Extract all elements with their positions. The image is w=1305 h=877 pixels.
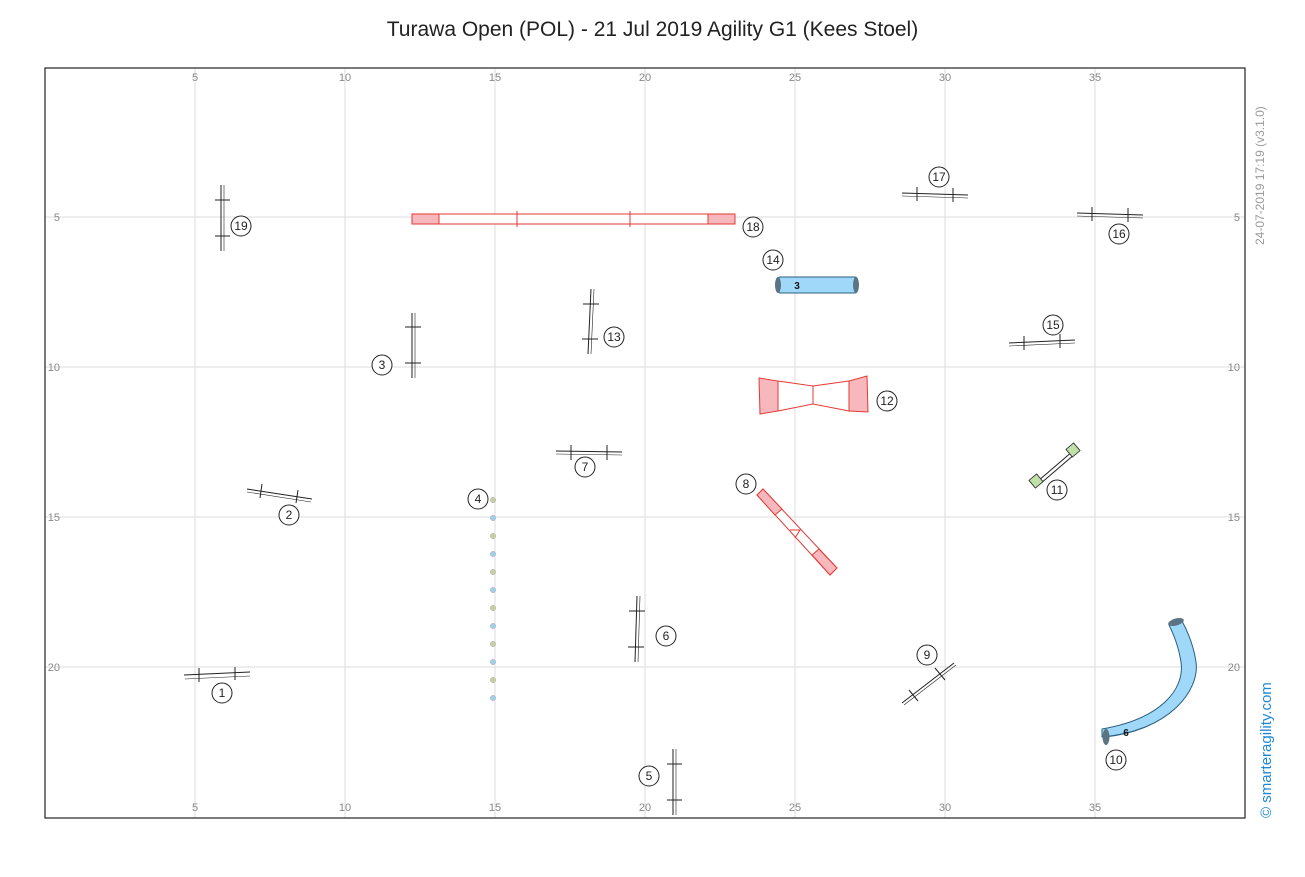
x-tick: 5 xyxy=(192,72,198,84)
y-tick: 5 xyxy=(54,212,60,224)
number-label: 11 xyxy=(1051,483,1064,497)
x-tick: 30 xyxy=(939,72,951,84)
number-label: 1 xyxy=(219,686,226,700)
x-tick: 20 xyxy=(639,72,651,84)
x-tick: 25 xyxy=(789,802,801,814)
number-marker-15: 15 xyxy=(1042,314,1064,336)
x-tick: 15 xyxy=(489,802,501,814)
timestamp-version: 24-07-2019 17:19 (v3.1.0) xyxy=(1253,106,1267,245)
y-tick: 15 xyxy=(48,512,60,524)
number-marker-11: 11 xyxy=(1046,479,1068,501)
grid xyxy=(45,68,1245,818)
number-marker-19: 19 xyxy=(230,215,252,237)
y-tick: 15 xyxy=(1228,512,1240,524)
number-marker-18: 18 xyxy=(742,216,764,238)
number-marker-14: 14 xyxy=(762,249,784,271)
number-label: 12 xyxy=(880,394,894,408)
x-tick: 5 xyxy=(192,802,198,814)
x-ticks-top: 5 10 15 20 25 30 35 xyxy=(192,72,1101,84)
number-label: 2 xyxy=(286,508,293,522)
y-tick: 5 xyxy=(1234,212,1240,224)
number-marker-10: 10 xyxy=(1105,749,1127,771)
number-label: 3 xyxy=(379,358,386,372)
x-tick: 10 xyxy=(339,802,351,814)
tunnel-length-label: 3 xyxy=(794,281,800,292)
seesaw-8 xyxy=(756,488,838,576)
jump-19 xyxy=(215,185,230,251)
jump-13 xyxy=(582,288,599,355)
jump-16 xyxy=(1076,207,1144,222)
jump-1 xyxy=(183,667,251,682)
tire-11 xyxy=(1028,442,1081,489)
number-label: 14 xyxy=(766,253,780,267)
jump-5 xyxy=(667,749,682,815)
number-label: 8 xyxy=(743,477,750,491)
x-tick: 20 xyxy=(639,802,651,814)
number-label: 7 xyxy=(582,460,589,474)
number-label: 18 xyxy=(746,220,760,234)
jump-15 xyxy=(1008,334,1076,350)
tunnel-straight-14: 3 xyxy=(775,276,859,294)
x-tick: 30 xyxy=(939,802,951,814)
x-tick: 25 xyxy=(789,72,801,84)
x-tick: 35 xyxy=(1089,72,1101,84)
y-tick: 20 xyxy=(1228,662,1240,674)
x-tick: 15 xyxy=(489,72,501,84)
y-ticks-left: 5 10 15 20 xyxy=(48,212,60,674)
jump-9 xyxy=(901,662,957,706)
weave-poles-4 xyxy=(490,497,496,701)
course-title: Turawa Open (POL) - 21 Jul 2019 Agility … xyxy=(386,18,919,41)
a-frame-12 xyxy=(758,375,869,415)
tunnel-length-label: 6 xyxy=(1123,728,1129,739)
number-marker-13: 13 xyxy=(603,326,625,348)
y-tick: 20 xyxy=(48,662,60,674)
tunnel-curved-10: 6 xyxy=(1101,618,1197,745)
number-marker-9: 9 xyxy=(916,644,938,666)
number-label: 15 xyxy=(1046,318,1060,332)
jump-2 xyxy=(246,483,313,504)
number-marker-3: 3 xyxy=(371,354,393,376)
number-marker-12: 12 xyxy=(876,390,898,412)
number-marker-7: 7 xyxy=(574,456,596,478)
number-label: 9 xyxy=(924,648,931,662)
number-label: 19 xyxy=(234,219,248,233)
dog-walk-18 xyxy=(411,211,736,227)
x-tick: 35 xyxy=(1089,802,1101,814)
number-label: 4 xyxy=(475,492,482,506)
brand-link[interactable]: © smarteragility.com xyxy=(1258,682,1275,818)
number-label: 5 xyxy=(646,769,653,783)
number-marker-16: 16 xyxy=(1108,223,1130,245)
jump-3 xyxy=(405,313,421,378)
number-label: 6 xyxy=(663,629,670,643)
number-marker-6: 6 xyxy=(655,625,677,647)
number-label: 10 xyxy=(1109,753,1123,767)
number-label: 13 xyxy=(607,330,621,344)
number-marker-1: 1 xyxy=(211,682,233,704)
number-marker-8: 8 xyxy=(735,473,757,495)
number-marker-4: 4 xyxy=(467,488,489,510)
jump-7 xyxy=(555,445,623,460)
number-label: 17 xyxy=(932,170,946,184)
ring-border xyxy=(44,67,1246,819)
x-tick: 10 xyxy=(339,72,351,84)
y-tick: 10 xyxy=(48,362,60,374)
y-ticks-right: 5 10 15 20 xyxy=(1228,212,1240,674)
y-tick: 10 xyxy=(1228,362,1240,374)
x-ticks-bottom: 5 10 15 20 25 30 35 xyxy=(192,802,1101,814)
jump-17 xyxy=(901,187,969,202)
number-label: 16 xyxy=(1112,227,1126,241)
jump-6 xyxy=(628,595,645,663)
number-marker-17: 17 xyxy=(928,166,950,188)
number-marker-5: 5 xyxy=(638,765,660,787)
number-marker-2: 2 xyxy=(278,504,300,526)
